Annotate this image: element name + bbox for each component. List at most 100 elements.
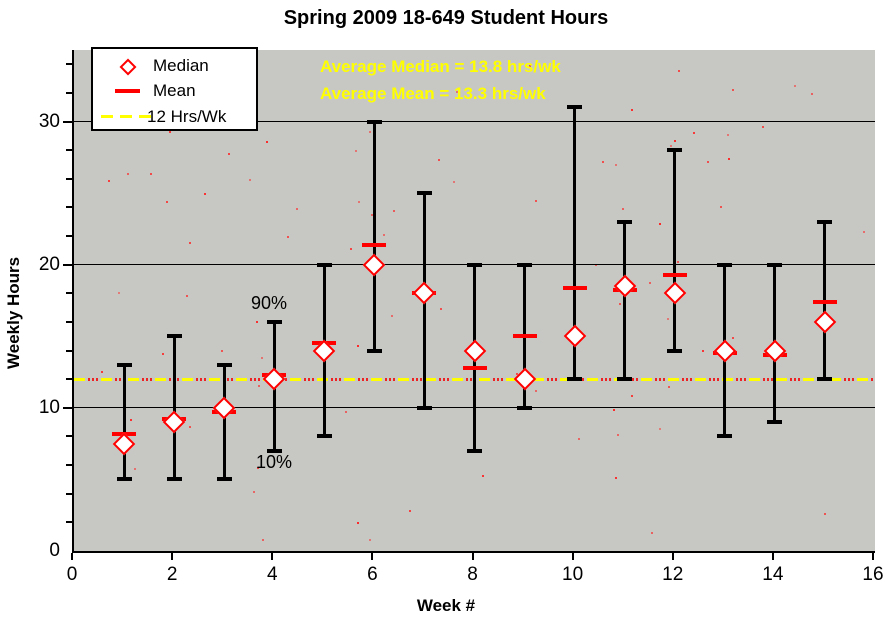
noise-dot: [673, 140, 676, 143]
whisker-cap-90pct-week-15: [817, 219, 833, 224]
legend-item-ref-line: 12 Hrs/Wk: [93, 104, 256, 130]
x-axis-title: Week #: [416, 596, 476, 615]
noise-dot: [621, 208, 624, 211]
noise-dot: [649, 282, 652, 285]
mean-marker-week-9: [512, 334, 537, 339]
noise-dot: [578, 438, 580, 441]
noise-dot: [631, 109, 634, 112]
noise-dot: [356, 522, 359, 525]
x-tick-label-4: 4: [266, 564, 278, 585]
x-tick-label-12: 12: [662, 564, 684, 585]
legend-box: Median Mean 12 Hrs/Wk: [91, 47, 258, 131]
median-marker-week-8: [463, 339, 486, 362]
noise-dot: [117, 291, 120, 294]
noise-dot: [616, 434, 619, 437]
noise-dot: [127, 172, 130, 175]
whisker-cap-10pct-week-14: [767, 420, 783, 425]
whisker-cap-90pct-week-13: [717, 262, 733, 267]
x-tick-label-8: 8: [467, 564, 478, 585]
legend-label-median: Median: [153, 56, 209, 75]
whisker-cap-90pct-week-2: [166, 334, 182, 339]
whisker-cap-90pct-week-1: [116, 362, 132, 367]
noise-dot: [261, 356, 264, 359]
noise-dot: [357, 345, 360, 348]
y-minor-tick-18: [66, 292, 72, 295]
y-minor-tick-4: [66, 492, 72, 495]
x-tick-12: [671, 553, 674, 560]
y-minor-tick-6: [66, 464, 72, 467]
noise-dot: [165, 201, 168, 204]
noise-dot: [535, 390, 538, 393]
noise-dot: [256, 321, 259, 324]
y-tick-label-20: 20: [38, 253, 60, 275]
y-minor-tick-16: [66, 320, 72, 323]
noise-dot: [677, 70, 680, 73]
y-tick-label-0: 0: [49, 540, 60, 561]
noise-dot: [358, 200, 361, 203]
x-tick-label-6: 6: [367, 564, 378, 585]
whisker-cap-90pct-week-7: [416, 191, 432, 196]
whisker-cap-10pct-week-5: [316, 434, 332, 439]
whisker-week-12: [673, 150, 677, 351]
whisker-cap-90pct-week-9: [517, 262, 533, 267]
noise-dot: [409, 509, 412, 512]
x-tick-16: [872, 553, 874, 560]
noise-dot: [732, 89, 735, 92]
legend-item-mean: Mean: [93, 78, 256, 104]
avg-mean-annotation: Average Mean = 13.3 hrs/wk: [320, 84, 546, 103]
noise-dot: [631, 395, 634, 398]
noise-dot: [811, 92, 814, 95]
mean-marker-week-6: [362, 242, 387, 247]
noise-dot: [862, 231, 865, 234]
x-tick-0: [71, 553, 73, 560]
whisker-cap-10pct-week-11: [617, 377, 633, 382]
whisker-week-3: [222, 364, 226, 480]
median-marker-week-1: [112, 432, 136, 455]
noise-dot: [129, 419, 132, 422]
whisker-cap-90pct-week-8: [467, 262, 482, 267]
noise-dot: [601, 161, 604, 164]
noise-dot: [185, 294, 188, 297]
whisker-cap-90pct-week-5: [316, 262, 332, 267]
mean-marker-week-8: [462, 365, 487, 370]
x-tick-14: [771, 553, 774, 560]
x-tick-label-0: 0: [66, 564, 78, 585]
noise-dot: [249, 179, 252, 182]
noise-dot: [265, 141, 268, 144]
noise-dot: [794, 85, 797, 88]
avg-median-annotation: Average Median = 13.8 hrs/wk: [320, 57, 561, 76]
whisker-week-1: [122, 364, 126, 480]
noise-dot: [371, 213, 374, 216]
y-minor-tick-32: [66, 91, 72, 94]
plot-area: [72, 50, 875, 553]
noise-dot: [614, 163, 617, 166]
median-marker-week-6: [363, 253, 386, 277]
noise-dot: [693, 131, 696, 134]
mean-marker-week-15: [812, 299, 837, 304]
y-minor-tick-2: [66, 521, 72, 524]
noise-dot: [256, 467, 259, 469]
noise-dot: [262, 539, 265, 542]
median-marker-week-2: [162, 410, 186, 434]
whisker-week-2: [172, 336, 176, 480]
mean-marker-week-12: [662, 272, 687, 277]
whisker-cap-10pct-week-4: [266, 448, 282, 453]
p90-annotation: 90%: [251, 293, 288, 313]
noise-dot: [354, 149, 357, 152]
y-minor-tick-28: [66, 149, 72, 152]
noise-dot: [667, 386, 670, 389]
noise-dot: [258, 385, 261, 388]
noise-dot: [706, 161, 709, 164]
y-minor-tick-26: [66, 177, 72, 180]
chart-title: Spring 2009 18-649 Student Hours: [283, 7, 609, 29]
noise-dot: [615, 477, 618, 479]
x-tick-label-16: 16: [862, 564, 884, 585]
x-tick-8: [471, 553, 474, 560]
noise-dot: [253, 490, 256, 493]
noise-dot: [670, 145, 673, 148]
whisker-cap-90pct-week-4: [266, 319, 282, 324]
whisker-cap-90pct-week-3: [216, 362, 232, 367]
noise-dot: [728, 158, 731, 161]
noise-dot: [719, 206, 722, 209]
noise-dot: [296, 207, 299, 210]
